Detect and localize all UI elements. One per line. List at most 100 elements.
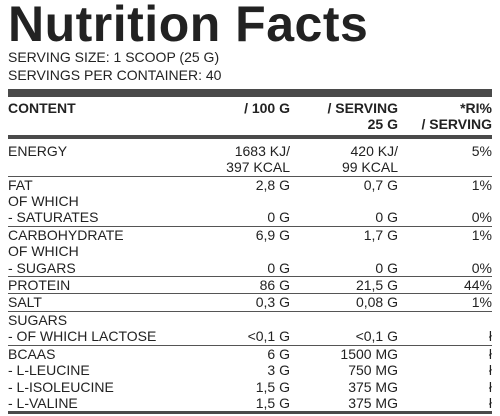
table-row: FAT 2,8 G 0,7 G 1% — [8, 177, 492, 193]
cell: 0,7 G — [363, 176, 398, 193]
cell: ł — [488, 345, 492, 362]
cell-line: 99 KCAL — [341, 159, 398, 176]
cell: 21,5 G — [355, 277, 398, 294]
empty-cell — [290, 193, 398, 209]
cell: 3 G — [267, 362, 290, 379]
table-row: OF WHICH — [8, 193, 492, 209]
cell: ł — [488, 394, 492, 411]
cell: 375 MG — [348, 394, 398, 411]
empty-cell — [290, 243, 398, 259]
cell: ł — [488, 328, 492, 345]
cell: 1,5 G — [255, 378, 290, 395]
row-group: CARBOHYDRATE 6,9 G 1,7 G 1% OF WHICH - SUGARS… — [8, 227, 492, 278]
table-row: SALT 0,3 G 0,08 G 1% — [8, 294, 492, 310]
cell: OF WHICH — [8, 193, 79, 210]
table-row: - OF WHICH LACTOSE <0,1 G <0,1 G ł — [8, 328, 492, 344]
serving-size: SERVING SIZE: 1 SCOOP (25 G) — [8, 49, 220, 65]
cell-line: / SERVING — [421, 116, 492, 133]
cell: 1% — [471, 176, 492, 193]
empty-cell — [398, 193, 492, 209]
cell: - L-ISOLEUCINE — [8, 378, 114, 395]
table-row: BCAAS 6 G 1500 MG ł — [8, 346, 492, 362]
empty-cell — [398, 312, 492, 328]
cell: 0,3 G — [255, 294, 290, 311]
cell: SUGARS — [8, 311, 68, 328]
divider — [8, 89, 492, 97]
cell-line: 1683 KJ/ — [234, 142, 290, 159]
cell: *RI% / SERVING — [398, 100, 492, 133]
cell: 375 MG — [348, 378, 398, 395]
cell: 1% — [471, 294, 492, 311]
cell: 0 G — [375, 259, 398, 276]
cell: PROTEIN — [8, 277, 71, 294]
cell: 6,9 G — [255, 226, 290, 243]
table-row: SUGARS — [8, 312, 492, 328]
empty-cell — [170, 243, 290, 259]
row-group: FAT 2,8 G 0,7 G 1% OF WHICH - SATURATES 0 G 0 G… — [8, 177, 492, 227]
cell: ENERGY — [8, 142, 68, 159]
cell-line: 25 G — [367, 116, 398, 133]
cell: 420 KJ/99 KCAL — [290, 143, 398, 176]
cell: <0,1 G — [355, 328, 398, 345]
servings-per-container: SERVINGS PER CONTAINER: 40 — [8, 67, 222, 83]
cell: OF WHICH — [8, 243, 79, 260]
cell: CONTENT — [8, 100, 76, 116]
title: Nutrition Facts — [8, 0, 369, 52]
empty-cell — [170, 312, 290, 328]
cell: - L-VALINE — [8, 394, 78, 411]
cell: SALT — [8, 294, 42, 311]
table-row: - SUGARS 0 G 0 G 0% — [8, 260, 492, 276]
cell: / SERVING 25 G — [290, 100, 398, 133]
cell: - SATURATES — [8, 209, 99, 226]
cell: 86 G — [259, 277, 290, 294]
table-row: - L-VALINE 1,5 G 375 MG ł — [8, 395, 492, 411]
table-row: CARBOHYDRATE 6,9 G 1,7 G 1% — [8, 227, 492, 243]
cell: 44% — [463, 277, 492, 294]
cell-line: / SERVING — [327, 100, 398, 116]
cell-line: 420 KJ/ — [350, 142, 398, 159]
cell: - OF WHICH LACTOSE — [8, 328, 157, 345]
cell: 0 G — [267, 209, 290, 226]
cell: - L-LEUCINE — [8, 362, 90, 379]
cell: 6 G — [267, 345, 290, 362]
cell: 1500 MG — [340, 345, 398, 362]
row-group: BCAAS 6 G 1500 MG ł - L-LEUCINE 3 G 750 MG ł - L… — [8, 346, 492, 415]
cell: BCAAS — [8, 345, 56, 362]
table-row: - L-LEUCINE 3 G 750 MG ł — [8, 362, 492, 378]
cell: ł — [488, 362, 492, 379]
cell: 0% — [471, 259, 492, 276]
row-group: ENERGY 1683 KJ/397 KCAL 420 KJ/99 KCAL 5% — [8, 139, 492, 177]
cell: 0,08 G — [355, 294, 398, 311]
cell: 0 G — [375, 209, 398, 226]
table-row: PROTEIN 86 G 21,5 G 44% — [8, 277, 492, 293]
cell-line: *RI% — [460, 100, 492, 116]
table-row: - SATURATES 0 G 0 G 0% — [8, 209, 492, 225]
table-row: ENERGY 1683 KJ/397 KCAL 420 KJ/99 KCAL 5% — [8, 143, 492, 176]
table-row: OF WHICH — [8, 243, 492, 259]
cell: 2,8 G — [255, 176, 290, 193]
cell: 0 G — [267, 259, 290, 276]
cell: 1% — [471, 226, 492, 243]
table-body: ENERGY 1683 KJ/397 KCAL 420 KJ/99 KCAL 5% FA… — [8, 139, 492, 415]
cell: 1,7 G — [363, 226, 398, 243]
row-group: PROTEIN 86 G 21,5 G 44% — [8, 277, 492, 295]
cell: 0% — [471, 209, 492, 226]
cell: FAT — [8, 176, 33, 193]
cell: 1683 KJ/397 KCAL — [170, 143, 290, 176]
cell: / 100 G — [244, 100, 290, 116]
row-group: SUGARS - OF WHICH LACTOSE <0,1 G <0,1 G ł — [8, 312, 492, 346]
table-row: - L-ISOLEUCINE 1,5 G 375 MG ł — [8, 379, 492, 395]
row-group: SALT 0,3 G 0,08 G 1% — [8, 294, 492, 312]
cell: <0,1 G — [247, 328, 290, 345]
cell: 1,5 G — [255, 394, 290, 411]
empty-cell — [290, 312, 398, 328]
cell-line: 397 KCAL — [226, 159, 290, 176]
empty-cell — [398, 243, 492, 259]
cell: - SUGARS — [8, 259, 76, 276]
cell: 750 MG — [348, 362, 398, 379]
cell: 5% — [471, 142, 492, 159]
cell: ł — [488, 378, 492, 395]
empty-cell — [170, 193, 290, 209]
